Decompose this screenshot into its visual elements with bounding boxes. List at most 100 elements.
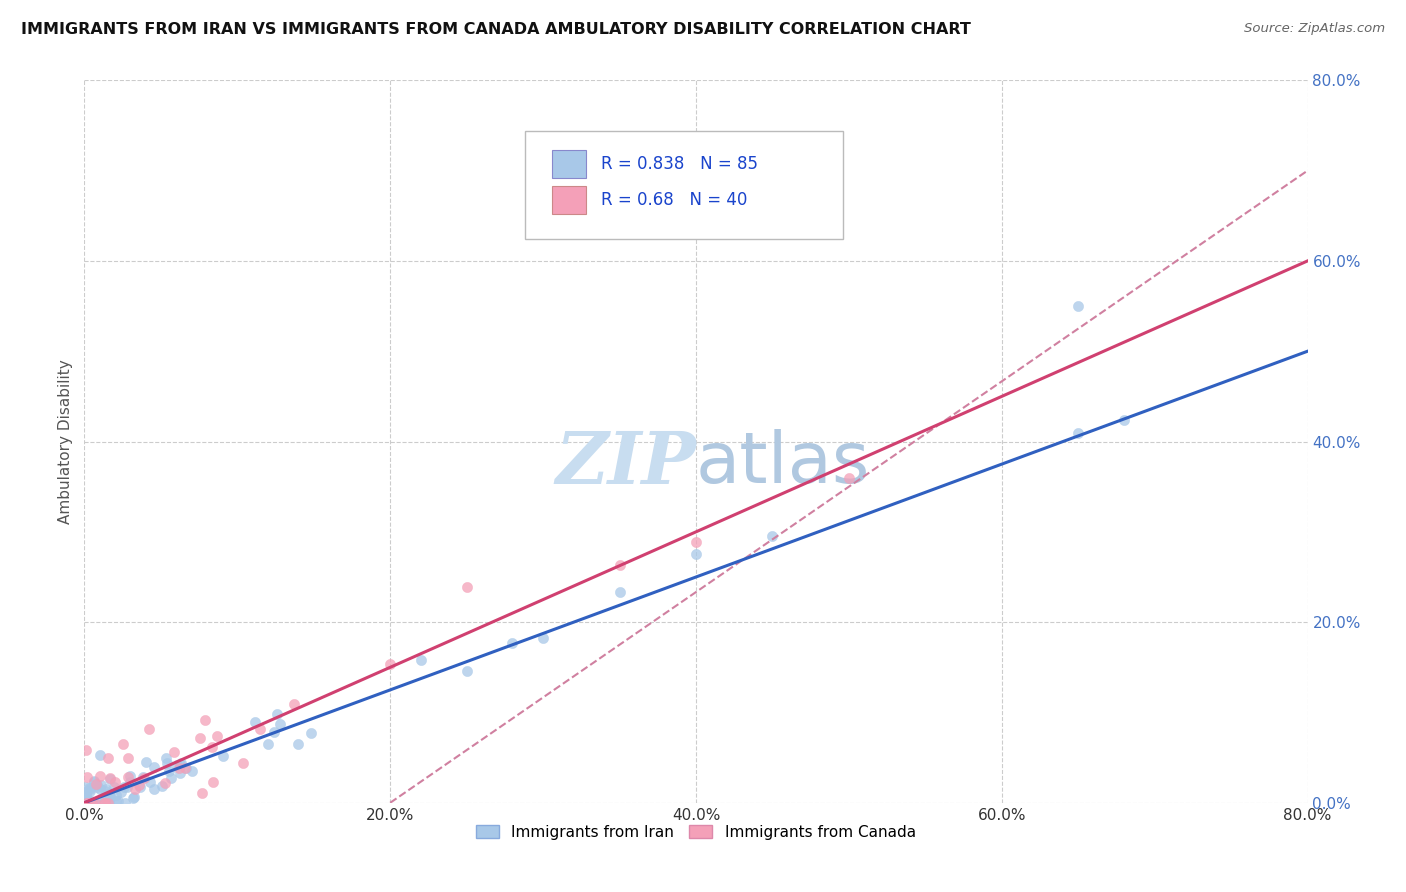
Point (83, 796, 105, 810)
Point (93, 796, 115, 810)
Point (79, 796, 101, 810)
FancyBboxPatch shape (551, 186, 586, 214)
Point (75, 786, 97, 800)
Point (97, 796, 120, 810)
Point (77, 796, 100, 810)
Point (75, 789, 97, 803)
Point (76, 770, 98, 784)
Point (245, 714, 267, 729)
Point (685, 547, 707, 561)
Point (263, 725, 285, 739)
Point (110, 785, 132, 799)
Point (155, 751, 177, 765)
Point (205, 729, 228, 743)
Legend: Immigrants from Iran, Immigrants from Canada: Immigrants from Iran, Immigrants from Ca… (470, 819, 922, 846)
Point (232, 756, 254, 770)
Point (128, 778, 150, 792)
Text: atlas: atlas (696, 429, 870, 498)
Point (75, 743, 97, 757)
FancyBboxPatch shape (551, 151, 586, 178)
Point (456, 665, 478, 679)
Point (156, 756, 179, 770)
Point (83, 775, 105, 789)
Point (115, 780, 138, 794)
Point (838, 471, 860, 485)
Point (1114, 413, 1136, 427)
Point (80, 794, 103, 808)
Point (138, 722, 160, 736)
Point (139, 774, 162, 789)
Point (105, 788, 128, 802)
Point (169, 757, 191, 772)
Point (79, 796, 101, 810)
Point (143, 760, 166, 774)
Point (76, 796, 98, 810)
Point (194, 713, 217, 727)
Point (100, 791, 122, 805)
Point (1067, 299, 1090, 313)
Point (124, 782, 146, 797)
Text: R = 0.68   N = 40: R = 0.68 N = 40 (600, 191, 747, 210)
Point (93, 792, 115, 806)
Point (103, 780, 125, 795)
Point (456, 580, 478, 594)
Point (93, 796, 115, 810)
Point (112, 780, 135, 794)
Point (174, 761, 197, 775)
Point (91, 793, 114, 807)
Point (82, 796, 104, 810)
Point (609, 558, 631, 573)
Point (77, 796, 100, 810)
Point (269, 717, 291, 731)
Point (132, 770, 155, 784)
Point (257, 737, 280, 751)
Point (299, 725, 322, 739)
Point (166, 758, 188, 772)
Point (79, 796, 101, 810)
Point (90, 779, 112, 793)
Point (502, 635, 524, 649)
Point (685, 534, 707, 549)
Point (188, 731, 211, 745)
Point (98, 772, 121, 786)
Point (174, 762, 197, 776)
Point (79, 784, 101, 798)
Point (83, 796, 105, 810)
Point (77, 780, 100, 795)
Point (761, 529, 783, 543)
Point (76, 792, 98, 806)
Point (142, 782, 165, 797)
Point (94, 782, 117, 797)
Point (191, 786, 214, 800)
Point (155, 776, 177, 790)
Point (111, 737, 134, 751)
Text: R = 0.838   N = 85: R = 0.838 N = 85 (600, 155, 758, 173)
Point (89, 781, 111, 796)
Point (159, 771, 181, 785)
Point (98, 794, 121, 808)
Point (132, 771, 155, 785)
Point (89, 769, 111, 783)
Point (150, 779, 173, 793)
Point (1067, 425, 1090, 440)
Point (75, 780, 97, 794)
Text: ZIP: ZIP (555, 428, 696, 499)
Point (609, 585, 631, 599)
Point (409, 653, 432, 667)
Point (118, 769, 141, 783)
Point (170, 756, 193, 771)
FancyBboxPatch shape (524, 131, 842, 239)
Point (98, 796, 121, 810)
Point (75, 796, 97, 810)
Point (169, 765, 191, 780)
Point (100, 772, 122, 786)
Point (82, 796, 104, 810)
Point (287, 737, 309, 751)
Point (761, 182, 783, 196)
Point (83, 796, 105, 810)
Point (249, 722, 271, 736)
Point (181, 764, 204, 778)
Point (98, 787, 121, 801)
Point (77, 795, 100, 809)
Point (117, 770, 139, 784)
